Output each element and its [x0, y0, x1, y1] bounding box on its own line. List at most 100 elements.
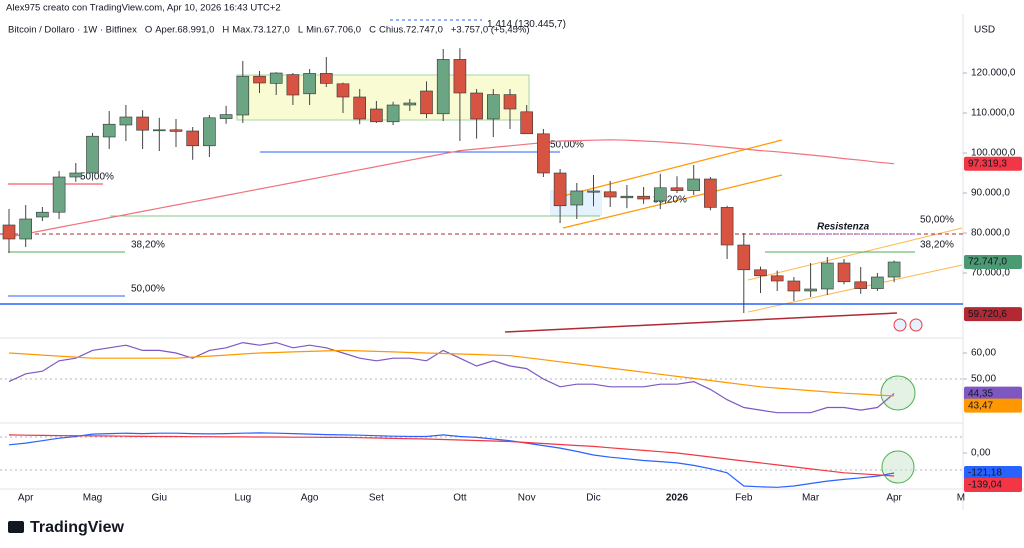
price-label: 72.747,0: [968, 257, 1007, 268]
price-label-box: [964, 466, 1022, 481]
candle-body: [787, 280, 801, 292]
price-label-box: [964, 307, 1022, 322]
x-tick-label: Lug: [234, 493, 251, 504]
candle-body: [102, 123, 116, 138]
candle-body: [871, 276, 884, 289]
candle-body: [754, 269, 767, 277]
candle-body: [153, 129, 166, 132]
logo-mark: [8, 521, 24, 533]
x-tick-label: Set: [369, 493, 384, 504]
x-tick-label: M: [957, 493, 965, 504]
annotation: 38,20%: [653, 195, 687, 206]
candle-body: [837, 262, 851, 283]
candle-body: [2, 224, 16, 240]
logo: TradingView: [8, 519, 125, 536]
header-field: Max.73.127,0: [232, 25, 290, 36]
price-label: 59.720,6: [968, 309, 1007, 320]
candle-body: [637, 195, 650, 200]
candle-body: [653, 187, 667, 202]
candle-body: [687, 178, 701, 191]
candle-body: [336, 83, 350, 98]
y-tick-label: 120.000,0: [971, 68, 1016, 79]
candle-body: [403, 102, 417, 106]
candle-body: [36, 211, 49, 218]
series-line: [8, 432, 895, 488]
candle-body: [620, 195, 634, 199]
annotation: 38,20%: [920, 240, 954, 251]
candle-body: [253, 75, 266, 84]
candle-body: [370, 108, 383, 123]
price-label-box: [964, 398, 1022, 413]
candle-body: [386, 104, 400, 123]
price-label-box: [964, 156, 1022, 171]
channel-line: [562, 174, 783, 229]
channel-line: [747, 227, 963, 281]
price-label-box: [964, 255, 1022, 270]
price-label: -139,04: [968, 480, 1002, 491]
brand: TradingView: [30, 519, 125, 536]
annotation: 50,00%: [131, 284, 165, 295]
candle-body: [553, 172, 567, 207]
header-field: O: [145, 25, 152, 36]
candle-body: [86, 135, 99, 174]
highlight-circle: [880, 375, 916, 411]
candle-body: [303, 73, 316, 95]
x-tick-label: Giu: [152, 493, 168, 504]
x-tick-label: Feb: [735, 493, 753, 504]
candle-body: [887, 261, 901, 278]
candle-body: [236, 75, 250, 116]
header-field: H: [222, 25, 229, 36]
x-tick-label: 2026: [666, 493, 689, 504]
header-field: C: [369, 25, 376, 36]
y-tick-label: 80.000,0: [971, 228, 1010, 239]
event-flag: [909, 318, 923, 332]
candle-body: [219, 114, 233, 119]
candle-body: [436, 59, 450, 115]
x-tick-label: Ott: [453, 493, 467, 504]
candle-body: [119, 116, 133, 126]
series-line: [8, 434, 895, 477]
candle-body: [520, 111, 534, 135]
candle-body: [286, 74, 300, 96]
candle-body: [537, 133, 550, 174]
header-field: Aper.68.991,0: [155, 25, 214, 36]
candle-body: [353, 96, 367, 120]
candle-body: [19, 218, 33, 240]
annotation: 50,00%: [920, 215, 954, 226]
candle-body: [603, 191, 617, 198]
candle-body: [136, 116, 149, 131]
trend-line: [504, 312, 898, 333]
header-field: +3.757,0 (+5,45%): [451, 25, 530, 36]
series-line: [8, 139, 895, 238]
y-tick-label: 0,00: [971, 448, 991, 459]
y-tick-label: 110.000,0: [971, 108, 1015, 119]
candle-body: [69, 172, 83, 178]
y-tick-label: 90.000,0: [971, 188, 1010, 199]
price-label: 43,47: [968, 400, 993, 411]
price-label: 97.319,3: [968, 158, 1007, 169]
header: Bitcoin / Dollaro · 1W · Bitfinex: [8, 25, 137, 36]
candle-body: [269, 72, 283, 84]
y-tick-label: 70.000,0: [971, 268, 1010, 279]
header-field: L: [298, 25, 303, 36]
price-label: -121,18: [968, 468, 1002, 479]
y-tick-label: 100.000,0: [971, 148, 1016, 159]
currency: USD: [974, 25, 995, 36]
annotation: 38,20%: [131, 240, 165, 251]
candle-body: [319, 73, 333, 84]
candle-body: [503, 94, 517, 110]
price-label-box: [964, 478, 1022, 493]
candle-body: [186, 130, 199, 147]
y-tick-label: 60,00: [971, 348, 996, 359]
annotation: Resistenza: [817, 222, 870, 233]
candle-body: [420, 90, 433, 115]
candle-body: [570, 190, 584, 206]
x-tick-label: Apr: [886, 493, 902, 504]
candle-body: [854, 281, 868, 289]
candle-body: [770, 275, 784, 282]
candle-body: [470, 92, 483, 120]
event-flag: [893, 318, 907, 332]
x-tick-label: Mag: [83, 493, 102, 504]
